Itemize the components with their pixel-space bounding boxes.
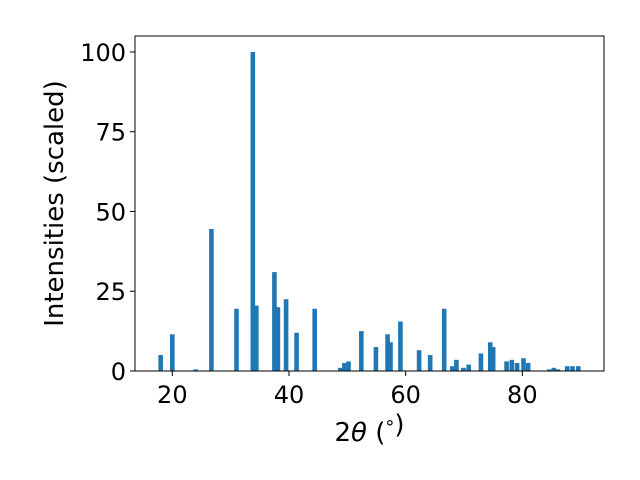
y-axis-label: Intensities (scaled) (40, 80, 70, 327)
bar (576, 366, 581, 371)
x-tick-label: 80 (507, 381, 538, 409)
bar (504, 361, 509, 371)
bar (250, 51, 256, 371)
y-tick-label: 75 (95, 119, 126, 147)
bar (338, 367, 343, 371)
bar (312, 308, 317, 371)
bar-series (158, 51, 581, 371)
plot-frame (134, 35, 605, 372)
bar (487, 342, 493, 371)
bar (342, 363, 347, 371)
bar (551, 367, 557, 371)
bar (478, 353, 484, 371)
bar (570, 366, 575, 371)
bar (209, 229, 214, 371)
bar (509, 359, 515, 371)
bar (514, 363, 520, 371)
bar (454, 359, 459, 371)
bar (555, 369, 561, 371)
y-tick-label: 50 (95, 198, 126, 226)
bar (450, 366, 455, 371)
y-tick-label: 0 (111, 358, 126, 386)
bar (158, 355, 163, 371)
bar (275, 307, 281, 371)
bar (461, 367, 466, 371)
x-axis-ticks: 20 40 60 80 (157, 371, 538, 409)
bar (346, 361, 351, 371)
x-tick-label: 40 (274, 381, 305, 409)
x-tick-label: 60 (390, 381, 421, 409)
bar (385, 334, 390, 371)
bar (466, 364, 471, 371)
x-tick-label: 20 (157, 381, 188, 409)
bar (373, 347, 379, 371)
bar (525, 363, 531, 371)
bar (521, 358, 526, 371)
bar (170, 334, 175, 371)
bar (398, 321, 403, 371)
y-tick-label: 25 (95, 278, 126, 306)
bar (359, 331, 364, 371)
y-axis-ticks: 0 25 50 75 100 (80, 39, 135, 386)
x-axis-label: 2θ (°) (334, 410, 404, 448)
bar (234, 308, 239, 371)
bar (283, 299, 289, 371)
bar (490, 347, 496, 371)
bar (416, 350, 422, 371)
y-tick-label: 100 (80, 39, 126, 67)
bar (193, 369, 198, 371)
bar (441, 308, 447, 371)
bar (254, 305, 259, 371)
bar (564, 366, 570, 371)
bar (546, 369, 552, 371)
bar (294, 332, 299, 371)
bar (272, 272, 277, 371)
bar (427, 355, 433, 371)
bar (388, 342, 393, 371)
